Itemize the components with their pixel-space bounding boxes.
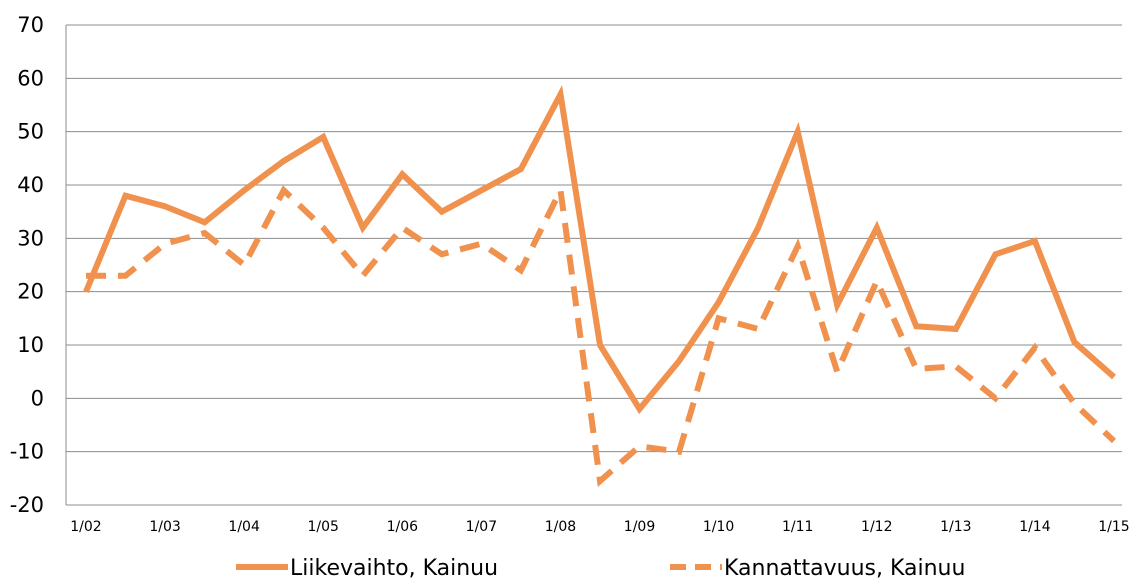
- x-tick-label: 1/14: [1019, 519, 1051, 535]
- data-point: [123, 193, 129, 199]
- data-point: [676, 449, 682, 455]
- data-point: [637, 443, 643, 449]
- data-point: [834, 302, 840, 308]
- x-tick-label: 1/06: [387, 519, 419, 535]
- grid-layer: [66, 24, 1122, 506]
- data-point: [874, 278, 880, 284]
- data-point: [755, 326, 761, 332]
- data-point: [360, 225, 366, 231]
- data-point: [795, 129, 801, 135]
- data-point: [716, 299, 722, 305]
- data-point: [913, 323, 919, 329]
- y-tick-label: 70: [17, 13, 44, 37]
- x-tick-label: 1/12: [861, 519, 892, 535]
- data-point: [123, 273, 129, 279]
- data-point: [281, 187, 287, 193]
- data-point: [83, 289, 89, 295]
- x-tick-label: 1/07: [466, 519, 497, 535]
- data-point: [795, 243, 801, 249]
- data-point: [518, 166, 524, 172]
- data-point: [1071, 339, 1077, 345]
- data-point: [992, 251, 998, 257]
- data-point: [1032, 238, 1038, 244]
- x-tick-label: 1/04: [228, 519, 260, 535]
- data-point: [281, 158, 287, 164]
- x-tick-label: 1/03: [149, 519, 180, 535]
- x-tick-label: 1/05: [308, 519, 339, 535]
- y-tick-label: 30: [17, 226, 44, 250]
- data-point: [202, 219, 208, 225]
- data-point: [1111, 438, 1117, 444]
- legend-label: Liikevaihto, Kainuu: [290, 556, 498, 578]
- y-tick-label: 20: [17, 280, 44, 304]
- data-point: [557, 91, 563, 97]
- series-line-kannattavuus: [86, 180, 1117, 487]
- data-point: [953, 326, 959, 332]
- x-tick-label: 1/13: [940, 519, 971, 535]
- data-point: [241, 187, 247, 193]
- series-line-liikevaihto: [83, 84, 1116, 415]
- y-tick-label: 0: [31, 386, 44, 410]
- data-point: [557, 187, 563, 193]
- data-point: [755, 225, 761, 231]
- data-point: [478, 187, 484, 193]
- data-point: [597, 478, 603, 484]
- data-point: [992, 395, 998, 401]
- data-point: [83, 273, 89, 279]
- data-point: [478, 241, 484, 247]
- data-point: [320, 134, 326, 140]
- legend-label: Kannattavuus, Kainuu: [724, 556, 965, 578]
- legend: Liikevaihto, Kainuu Kannattavuus, Kainuu: [236, 556, 965, 581]
- data-point: [597, 342, 603, 348]
- data-point: [637, 406, 643, 412]
- axis-layer: 70 60 50 40 30 20 10 0 -10 -20 1/02 1/03 1/04 1/05 1/0…: [10, 13, 1130, 535]
- series-layer: [83, 84, 1117, 487]
- data-point: [202, 230, 208, 236]
- data-point: [1032, 345, 1038, 351]
- data-point: [913, 366, 919, 372]
- data-point: [676, 358, 682, 364]
- x-tick-label: 1/11: [782, 519, 813, 535]
- data-point: [1111, 374, 1117, 380]
- data-point: [1071, 401, 1077, 407]
- data-point: [360, 273, 366, 279]
- data-point: [399, 171, 405, 177]
- data-point: [834, 369, 840, 375]
- y-tick-label: -10: [10, 440, 44, 464]
- y-tick-label: 60: [17, 66, 44, 90]
- data-point: [162, 203, 168, 209]
- data-point: [518, 267, 524, 273]
- data-point: [439, 209, 445, 215]
- data-point: [162, 241, 168, 247]
- y-tick-label: 10: [17, 333, 44, 357]
- y-tick-label: 50: [17, 120, 44, 144]
- data-point: [439, 251, 445, 257]
- x-tick-label: 1/09: [624, 519, 655, 535]
- y-tick-label: 40: [17, 173, 44, 197]
- x-tick-label: 1/10: [703, 519, 734, 535]
- data-point: [241, 262, 247, 268]
- data-point: [399, 225, 405, 231]
- data-point: [320, 225, 326, 231]
- x-tick-label: 1/15: [1098, 519, 1129, 535]
- x-tick-label: 1/08: [545, 519, 576, 535]
- data-point: [953, 363, 959, 369]
- y-tick-label: -20: [10, 493, 44, 517]
- data-point: [874, 225, 880, 231]
- x-tick-label: 1/02: [70, 519, 101, 535]
- data-point: [716, 315, 722, 321]
